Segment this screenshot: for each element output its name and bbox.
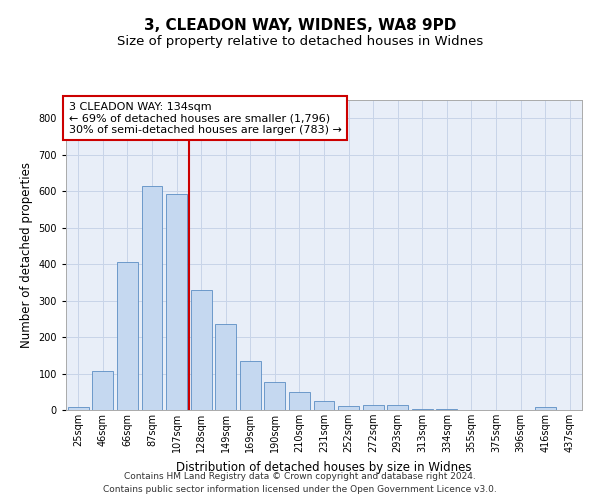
Bar: [412, 408, 433, 410]
Bar: [362, 405, 383, 410]
Bar: [535, 408, 556, 410]
Bar: [387, 405, 408, 410]
Text: Size of property relative to detached houses in Widnes: Size of property relative to detached ho…: [117, 35, 483, 48]
Bar: [265, 382, 286, 410]
Bar: [289, 392, 310, 410]
Bar: [338, 406, 359, 410]
Bar: [314, 401, 334, 410]
Y-axis label: Number of detached properties: Number of detached properties: [20, 162, 33, 348]
Bar: [117, 262, 138, 410]
Text: 3 CLEADON WAY: 134sqm
← 69% of detached houses are smaller (1,796)
30% of semi-d: 3 CLEADON WAY: 134sqm ← 69% of detached …: [68, 102, 341, 134]
Bar: [215, 324, 236, 410]
Text: 3, CLEADON WAY, WIDNES, WA8 9PD: 3, CLEADON WAY, WIDNES, WA8 9PD: [144, 18, 456, 32]
Bar: [92, 371, 113, 410]
X-axis label: Distribution of detached houses by size in Widnes: Distribution of detached houses by size …: [176, 460, 472, 473]
Bar: [240, 362, 261, 410]
Bar: [142, 186, 163, 410]
Text: Contains public sector information licensed under the Open Government Licence v3: Contains public sector information licen…: [103, 484, 497, 494]
Bar: [191, 290, 212, 410]
Bar: [68, 408, 89, 410]
Text: Contains HM Land Registry data © Crown copyright and database right 2024.: Contains HM Land Registry data © Crown c…: [124, 472, 476, 481]
Bar: [166, 194, 187, 410]
